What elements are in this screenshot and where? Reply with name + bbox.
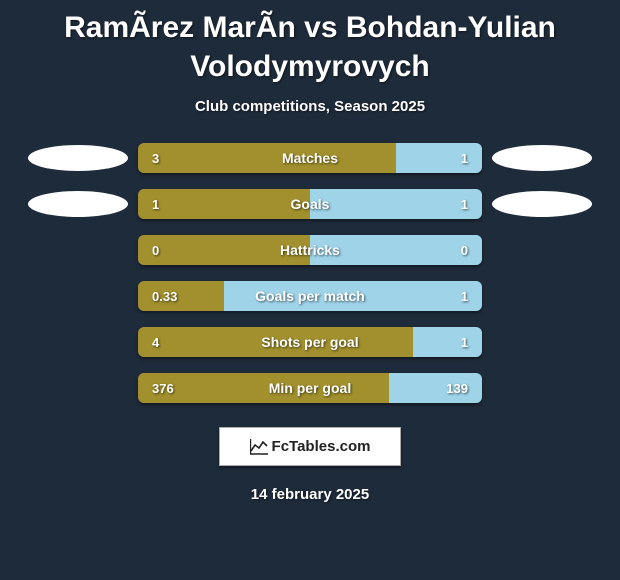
chart-icon — [250, 439, 268, 455]
team-logo-left — [28, 283, 128, 309]
stat-value-right: 1 — [461, 143, 468, 173]
team-logo-left — [28, 329, 128, 355]
team-logo-right — [492, 191, 592, 217]
stat-bar: Shots per goal4 1 — [138, 327, 482, 357]
stat-row: Goals1 1 — [0, 189, 620, 219]
stat-value-right: 139 — [446, 373, 468, 403]
stat-row: Goals per match0.33 1 — [0, 281, 620, 311]
stat-label: Min per goal — [138, 373, 482, 403]
stat-value-right: 1 — [461, 281, 468, 311]
stat-label: Hattricks — [138, 235, 482, 265]
stat-value-left: 3 — [152, 143, 159, 173]
comparison-card: RamÃ­rez MarÃ­n vs Bohdan-Yulian Volodym… — [0, 0, 620, 580]
stats-list: Matches31Goals11Hattricks00Goals per mat… — [0, 143, 620, 403]
stat-bar: Min per goal376 139 — [138, 373, 482, 403]
stat-value-left: 1 — [152, 189, 159, 219]
stat-value-right: 1 — [461, 189, 468, 219]
team-logo-right — [492, 329, 592, 355]
stat-row: Matches3 1 — [0, 143, 620, 173]
stat-value-left: 4 — [152, 327, 159, 357]
stat-label: Goals — [138, 189, 482, 219]
stat-row: Shots per goal4 1 — [0, 327, 620, 357]
stat-row: Min per goal376 139 — [0, 373, 620, 403]
card-subtitle: Club competitions, Season 2025 — [195, 98, 425, 115]
stat-bar: Goals1 1 — [138, 189, 482, 219]
stat-bar: Hattricks0 0 — [138, 235, 482, 265]
team-logo-right — [492, 145, 592, 171]
stat-label: Goals per match — [138, 281, 482, 311]
stat-bar: Matches3 1 — [138, 143, 482, 173]
team-logo-left — [28, 145, 128, 171]
team-logo-left — [28, 375, 128, 401]
team-logo-left — [28, 237, 128, 263]
team-logo-right — [492, 283, 592, 309]
stat-bar: Goals per match0.33 1 — [138, 281, 482, 311]
team-logo-left — [28, 191, 128, 217]
branding-badge[interactable]: FcTables.com — [219, 427, 402, 466]
stat-row: Hattricks0 0 — [0, 235, 620, 265]
branding-text: FcTables.com — [272, 438, 371, 455]
stat-value-right: 1 — [461, 327, 468, 357]
card-title: RamÃ­rez MarÃ­n vs Bohdan-Yulian Volodym… — [0, 8, 620, 86]
team-logo-right — [492, 237, 592, 263]
date-label: 14 february 2025 — [251, 486, 369, 503]
stat-value-left: 0 — [152, 235, 159, 265]
stat-value-left: 0.33 — [152, 281, 177, 311]
stat-label: Matches — [138, 143, 482, 173]
team-logo-right — [492, 375, 592, 401]
stat-value-left: 376 — [152, 373, 174, 403]
stat-value-right: 0 — [461, 235, 468, 265]
stat-label: Shots per goal — [138, 327, 482, 357]
